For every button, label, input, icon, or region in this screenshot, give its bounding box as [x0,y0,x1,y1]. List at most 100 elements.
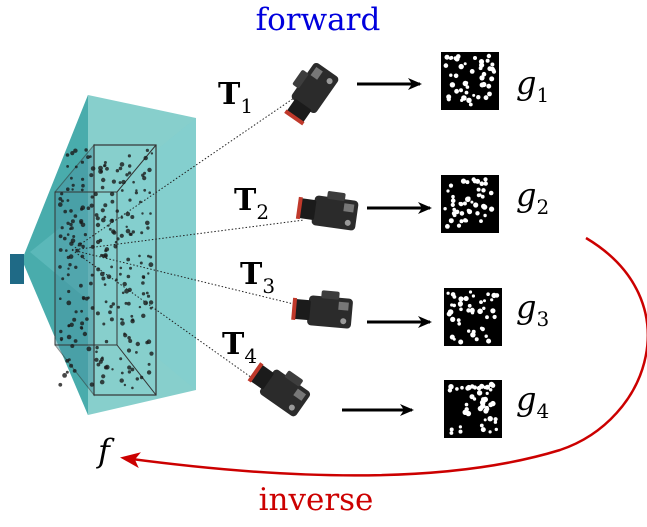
particle [103,164,106,168]
particle [141,313,146,318]
particle [140,231,144,235]
particle [70,238,76,243]
particle [82,297,85,301]
particle [118,166,123,171]
particle [103,283,107,286]
particle [120,371,124,375]
particle [85,317,89,321]
particle [120,216,124,219]
particle [104,364,110,370]
particle [124,301,128,305]
particle [67,324,71,328]
image-label-1: g1 [516,64,549,107]
particle [89,203,94,208]
particle [66,199,70,202]
particle [103,203,108,208]
particle [103,215,107,219]
particle [131,230,135,234]
particle [111,229,116,234]
particle [89,281,93,286]
particle [146,339,152,345]
particle [126,301,131,306]
particle [148,191,151,194]
particle [79,326,83,330]
camera-icon [247,362,311,417]
particle [111,302,116,306]
particle [145,148,149,152]
particle [130,215,135,219]
particle [142,176,147,181]
particle [96,267,101,272]
particle [58,234,63,239]
particle [94,213,99,217]
sight-line [71,97,295,251]
inverse-label: inverse [259,482,374,518]
particle [100,185,105,190]
particle [59,329,63,334]
particle [69,363,74,368]
image-label-3: g3 [516,288,549,331]
particle [125,225,128,228]
particle [108,227,112,231]
measurement-volume [22,95,196,415]
particle [84,148,88,152]
particle [99,379,105,385]
particle [95,311,100,316]
particle [65,249,68,252]
particle [148,300,154,305]
particle [141,212,144,215]
particle [111,179,116,184]
particle [70,151,75,156]
particle [69,322,74,327]
particle [122,281,127,287]
particle [145,291,149,295]
particle [90,273,94,277]
particle [117,305,120,309]
particle [111,218,114,222]
particle [66,300,72,306]
particle [96,362,101,367]
particle-image [441,52,499,110]
particle [96,239,101,245]
particle [59,297,62,301]
particle [125,173,129,177]
particle [72,235,76,238]
particle [103,161,107,164]
particle [68,263,72,267]
particle [126,348,132,353]
particle [138,254,141,258]
particle [73,148,78,153]
particle [82,331,88,337]
particle [134,191,138,195]
particle [101,276,106,281]
particle [135,377,139,381]
image-label-2: g2 [516,176,549,219]
particle [98,165,103,171]
particle [66,255,71,260]
particle [58,197,63,201]
light-sheet-top-face [30,118,196,390]
particle [61,277,65,281]
particle [149,351,154,356]
particle [114,240,118,244]
particle [73,214,78,218]
particle [113,244,118,249]
particle [130,319,135,324]
particle [139,261,143,265]
particle [147,362,151,366]
particle [60,338,63,342]
particle [130,314,134,318]
particle [101,217,106,223]
particle [66,221,70,225]
sight-line [71,249,303,307]
particle [79,283,83,288]
particle [121,291,125,295]
particle [143,171,147,175]
projection-arrows [342,78,432,416]
particle [69,222,73,227]
particle [80,309,83,313]
inverse-arrow-icon [120,236,647,477]
particle [83,233,87,237]
particle [127,370,132,374]
particle [125,228,131,234]
